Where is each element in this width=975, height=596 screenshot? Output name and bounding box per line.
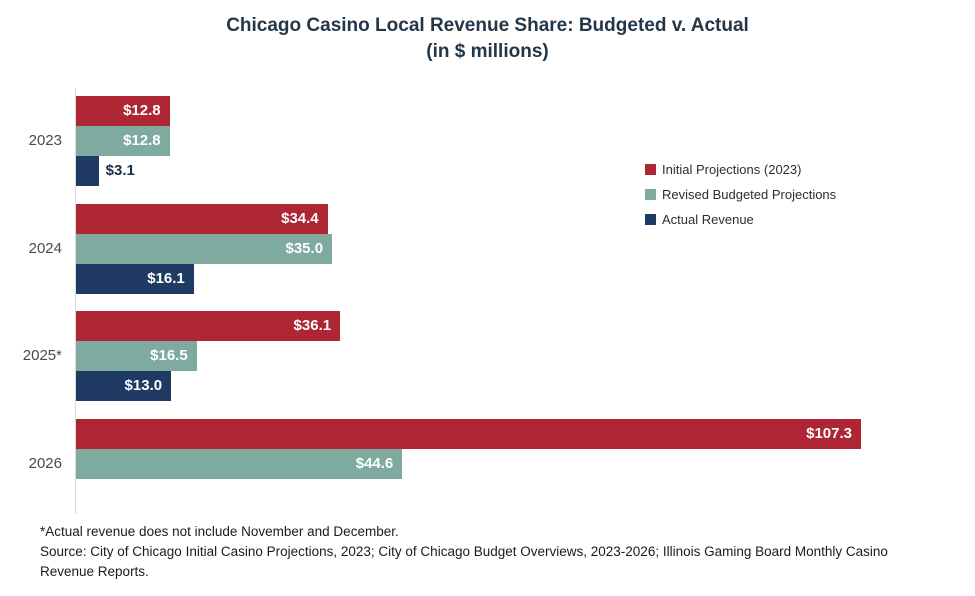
bar-2024-series-0: $34.4 — [76, 203, 328, 234]
source-note: Source: City of Chicago Initial Casino P… — [40, 544, 888, 579]
bar-2024-series-1: $35.0 — [76, 233, 333, 264]
bar-value-label: $35.0 — [285, 239, 324, 257]
bar-2023-series-0: $12.8 — [76, 96, 170, 126]
bar-value-label: $12.8 — [123, 132, 161, 149]
bar-value-label: $16.1 — [147, 269, 185, 287]
bar-value-label: $44.6 — [355, 454, 394, 472]
legend-label: Initial Projections (2023) — [662, 162, 802, 177]
bar-chart: $12.8 $12.8 $3.1 $34.4 $35.0 $16.1 $36.1 $16.5 $… — [0, 88, 975, 514]
bar-value-label: $13.0 — [124, 377, 163, 394]
category-label-2026: 2026 — [28, 454, 62, 472]
bar-2026-series-0: $107.3 — [76, 418, 861, 449]
chart-title: Chicago Casino Local Revenue Share: Budg… — [0, 13, 975, 65]
plot-area: $12.8 $12.8 $3.1 $34.4 $35.0 $16.1 $36.1 $16.5 $… — [75, 88, 960, 514]
bar-2025-series-2: $13.0 — [76, 371, 172, 401]
bar-2024-series-2: $16.1 — [76, 263, 194, 294]
legend: Initial Projections (2023) Revised Budget… — [645, 157, 836, 232]
bar-2025-series-0: $36.1 — [76, 311, 341, 341]
chart-title-line2: (in $ millions) — [426, 41, 549, 62]
legend-label: Revised Budgeted Projections — [662, 187, 837, 202]
legend-item-2: Actual Revenue — [645, 207, 836, 232]
bar-value-label: $107.3 — [806, 424, 852, 442]
legend-swatch-icon — [645, 189, 656, 200]
legend-swatch-icon — [645, 164, 656, 175]
bar-value-label: $3.1 — [105, 162, 135, 179]
bar-value-label: $36.1 — [293, 317, 332, 334]
category-label-2024: 2024 — [28, 239, 62, 257]
bar-2023-series-1: $12.8 — [76, 126, 170, 156]
category-label-2023: 2023 — [28, 132, 62, 149]
bar-2023-series-2: $3.1 — [76, 156, 135, 186]
legend-item-1: Revised Budgeted Projections — [645, 182, 836, 207]
bar-2026-series-1: $44.6 — [76, 448, 403, 479]
bar-value-label: $12.8 — [123, 102, 161, 119]
bar-value-label: $16.5 — [150, 347, 188, 364]
legend-swatch-icon — [645, 214, 656, 225]
bar-value-label: $34.4 — [281, 209, 319, 227]
legend-item-0: Initial Projections (2023) — [645, 157, 836, 182]
footnotes: *Actual revenue does not include Novembe… — [40, 522, 942, 582]
bar-2025-series-1: $16.5 — [76, 341, 197, 371]
legend-label: Actual Revenue — [662, 212, 754, 227]
category-label-2025: 2025* — [22, 347, 62, 364]
chart-title-line1: Chicago Casino Local Revenue Share: Budg… — [226, 15, 749, 36]
asterisk-footnote: *Actual revenue does not include Novembe… — [40, 524, 399, 539]
